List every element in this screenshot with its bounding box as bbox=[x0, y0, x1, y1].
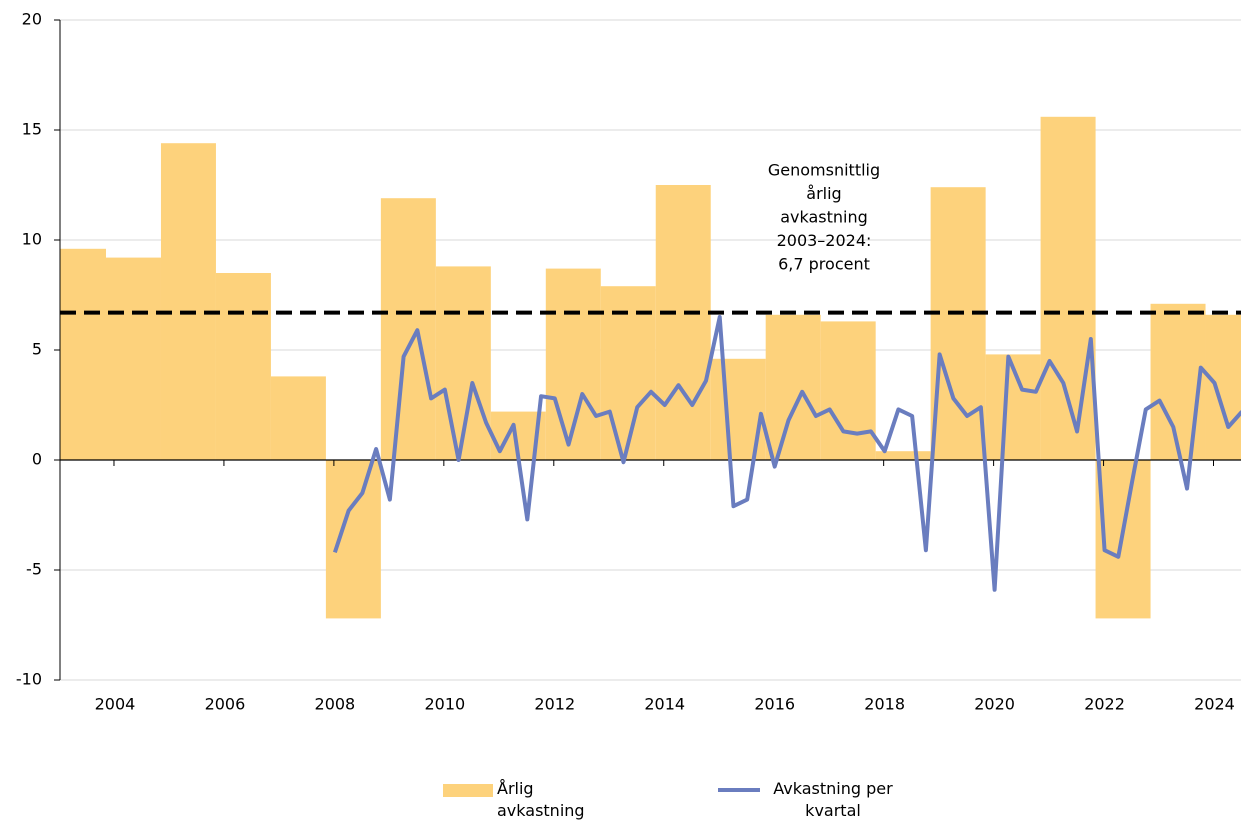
bar bbox=[325, 460, 381, 619]
bar bbox=[930, 187, 986, 460]
y-tick-label: -5 bbox=[26, 560, 42, 579]
bar bbox=[1040, 116, 1096, 461]
y-tick-label: 5 bbox=[32, 340, 42, 359]
bar bbox=[160, 143, 216, 460]
x-tick-label: 2018 bbox=[864, 695, 905, 714]
x-tick-label: 2024 bbox=[1194, 695, 1235, 714]
x-tick-label: 2010 bbox=[424, 695, 465, 714]
bar bbox=[60, 248, 106, 460]
annotation: 2003–2024: bbox=[777, 231, 872, 250]
bar bbox=[215, 273, 271, 460]
legend-label: Årlig avkastning bbox=[497, 779, 585, 820]
bar bbox=[105, 257, 161, 460]
bar bbox=[1205, 314, 1241, 460]
x-tick-label: 2004 bbox=[95, 695, 136, 714]
bar bbox=[655, 185, 711, 460]
annotation: Genomsnittlig bbox=[768, 161, 880, 180]
x-tick-label: 2020 bbox=[974, 695, 1015, 714]
x-tick-label: 2012 bbox=[534, 695, 575, 714]
legend-label: Avkastning per kvartal bbox=[773, 779, 893, 820]
bar bbox=[820, 321, 876, 460]
bar bbox=[600, 286, 656, 460]
y-tick-label: 15 bbox=[22, 120, 42, 139]
annotation: 6,7 procent bbox=[778, 255, 870, 274]
x-tick-label: 2008 bbox=[315, 695, 356, 714]
bar bbox=[380, 198, 436, 460]
bar bbox=[270, 376, 326, 460]
bar bbox=[875, 451, 931, 460]
annotation: avkastning bbox=[780, 208, 868, 227]
x-tick-label: 2022 bbox=[1084, 695, 1125, 714]
y-tick-label: 10 bbox=[22, 230, 42, 249]
x-tick-label: 2014 bbox=[644, 695, 685, 714]
y-tick-label: 0 bbox=[32, 450, 42, 469]
x-tick-label: 2016 bbox=[754, 695, 795, 714]
bar bbox=[1150, 303, 1206, 460]
annotation: årlig bbox=[806, 184, 841, 203]
x-tick-label: 2006 bbox=[205, 695, 246, 714]
y-tick-label: -10 bbox=[16, 670, 42, 689]
y-tick-label: 20 bbox=[22, 10, 42, 29]
line bbox=[332, 315, 1241, 592]
legend-swatch bbox=[443, 784, 493, 797]
bar bbox=[765, 314, 821, 460]
